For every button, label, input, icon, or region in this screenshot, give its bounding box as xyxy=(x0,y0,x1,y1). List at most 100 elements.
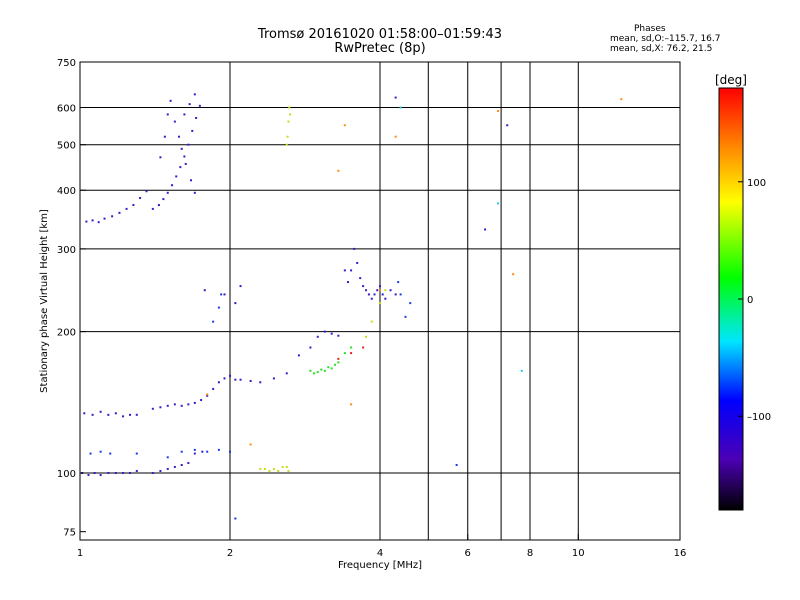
data-point xyxy=(139,197,142,200)
data-point xyxy=(171,184,174,187)
data-point xyxy=(109,452,112,455)
data-point xyxy=(263,467,266,470)
data-point xyxy=(99,410,102,413)
y-tick-label: 75 xyxy=(63,528,76,539)
data-point xyxy=(455,463,458,466)
y-tick-label: 400 xyxy=(57,186,76,197)
data-point xyxy=(249,443,252,446)
data-point xyxy=(234,378,237,381)
data-point xyxy=(343,352,346,355)
y-tick-label: 200 xyxy=(57,328,76,339)
x-tick-label: 1 xyxy=(77,548,83,559)
data-points xyxy=(81,93,623,520)
data-point xyxy=(327,366,330,369)
data-point xyxy=(376,289,379,292)
colorbar-tick-label: 100 xyxy=(747,178,766,189)
data-point xyxy=(281,465,284,468)
x-tick-label: 10 xyxy=(572,548,585,559)
data-point xyxy=(350,352,353,355)
data-point xyxy=(409,302,412,305)
data-point xyxy=(367,293,370,296)
stats-x-mode: mean, sd,X: 76.2, 21.5 xyxy=(610,44,713,54)
data-point xyxy=(399,106,402,109)
data-point xyxy=(330,367,333,370)
data-point xyxy=(337,361,340,364)
data-point xyxy=(195,116,198,119)
data-point xyxy=(179,166,182,169)
data-point xyxy=(285,465,288,468)
data-point xyxy=(285,372,288,375)
data-point xyxy=(157,204,160,207)
data-point xyxy=(193,448,196,451)
data-point xyxy=(404,315,407,318)
data-point xyxy=(193,93,196,96)
data-point xyxy=(135,469,138,472)
data-point xyxy=(118,211,121,214)
y-tick-label: 500 xyxy=(57,141,76,152)
data-point xyxy=(512,273,515,276)
x-tick-label: 8 xyxy=(527,548,533,559)
data-point xyxy=(373,293,376,296)
stats-heading: Phases xyxy=(634,24,666,34)
data-point xyxy=(183,155,186,158)
chart-subtitle: RwPretec (8p) xyxy=(334,41,426,56)
data-point xyxy=(177,135,180,138)
y-axis-label: Stationary phase Virtual Height [km] xyxy=(39,209,50,393)
data-point xyxy=(122,471,125,474)
data-point xyxy=(313,372,316,375)
data-point xyxy=(334,363,337,366)
x-axis-label: Frequency [MHz] xyxy=(338,560,422,571)
data-point xyxy=(125,207,128,210)
data-point xyxy=(272,467,275,470)
data-point xyxy=(135,452,138,455)
data-point xyxy=(379,285,381,288)
data-point xyxy=(206,393,209,396)
data-point xyxy=(114,412,117,415)
data-point xyxy=(111,215,114,218)
y-tick-label: 750 xyxy=(57,58,76,69)
data-point xyxy=(394,135,397,138)
data-point xyxy=(316,371,319,374)
data-point xyxy=(173,120,176,123)
data-point xyxy=(212,387,215,390)
data-point xyxy=(223,293,226,296)
data-point xyxy=(173,403,176,406)
data-point xyxy=(166,456,169,459)
x-tick-label: 2 xyxy=(227,548,233,559)
data-point xyxy=(91,219,94,222)
data-point xyxy=(151,471,154,474)
data-point xyxy=(166,467,169,470)
data-point xyxy=(193,191,196,194)
data-point xyxy=(389,289,392,292)
data-point xyxy=(350,269,353,272)
data-point xyxy=(151,207,154,210)
data-point xyxy=(337,357,340,360)
data-point xyxy=(356,261,359,264)
x-tick-label: 6 xyxy=(465,548,471,559)
data-point xyxy=(193,401,196,404)
x-tick-label: 4 xyxy=(377,548,383,559)
data-point xyxy=(350,346,353,349)
colorbar-ticks: 100 0 –100 xyxy=(738,178,771,423)
data-point xyxy=(229,450,231,453)
data-point xyxy=(162,198,165,201)
data-point xyxy=(365,289,368,292)
data-point xyxy=(286,135,289,138)
data-point xyxy=(362,346,365,349)
data-point xyxy=(384,297,387,300)
data-point xyxy=(287,120,290,123)
data-point xyxy=(268,469,271,472)
data-point xyxy=(272,377,275,380)
data-point xyxy=(506,124,509,127)
data-point xyxy=(297,354,300,357)
data-point xyxy=(346,281,349,284)
data-point xyxy=(206,394,209,397)
data-point xyxy=(184,162,187,165)
data-point xyxy=(370,297,373,300)
data-point xyxy=(223,377,226,380)
data-point xyxy=(239,378,242,381)
data-point xyxy=(234,517,237,520)
data-point xyxy=(259,381,262,384)
data-point xyxy=(484,228,487,231)
